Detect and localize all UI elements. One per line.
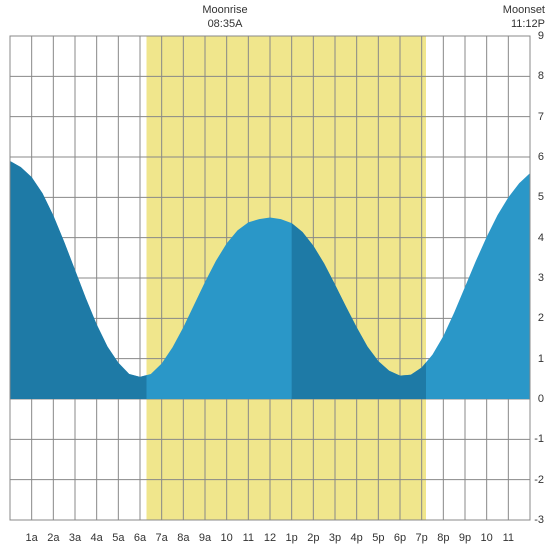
moonset-time: 11:12P	[511, 18, 545, 30]
x-tick-label: 4p	[351, 532, 363, 544]
x-tick-label: 5p	[372, 532, 384, 544]
x-tick-label: 11	[503, 532, 514, 544]
x-tick-label: 3p	[329, 532, 341, 544]
y-tick-label: -1	[534, 433, 544, 445]
y-tick-label: 1	[538, 353, 544, 365]
y-tick-label: 4	[538, 232, 544, 244]
y-tick-label: -3	[534, 514, 544, 526]
x-tick-label: 7p	[416, 532, 428, 544]
x-tick-label: 1p	[286, 532, 298, 544]
moonrise-title: Moonrise	[202, 4, 247, 16]
x-tick-label: 2a	[47, 532, 59, 544]
y-tick-label: -2	[534, 474, 544, 486]
y-tick-label: 8	[538, 70, 544, 82]
y-tick-label: 3	[538, 272, 544, 284]
x-tick-label: 7a	[156, 532, 168, 544]
x-tick-label: 4a	[91, 532, 103, 544]
x-tick-label: 10	[221, 532, 233, 544]
y-tick-label: 7	[538, 111, 544, 123]
x-tick-label: 5a	[112, 532, 124, 544]
moonrise-label: Moonrise 08:35A	[195, 4, 255, 32]
x-tick-label: 12	[264, 532, 276, 544]
moonset-title: Moonset	[503, 4, 545, 16]
x-tick-label: 9p	[459, 532, 471, 544]
moonset-label: Moonset 11:12P	[495, 4, 545, 32]
tide-chart-container: Moonrise 08:35A Moonset 11:12P -3-2-1012…	[0, 0, 550, 550]
y-tick-label: 6	[538, 151, 544, 163]
x-tick-label: 6p	[394, 532, 406, 544]
x-tick-label: 11	[243, 532, 254, 544]
x-tick-label: 6a	[134, 532, 146, 544]
x-tick-label: 3a	[69, 532, 81, 544]
moonrise-time: 08:35A	[208, 18, 243, 30]
x-tick-label: 1a	[26, 532, 38, 544]
x-tick-label: 10	[481, 532, 493, 544]
x-tick-label: 8a	[177, 532, 189, 544]
x-tick-label: 8p	[437, 532, 449, 544]
y-tick-label: 9	[538, 30, 544, 42]
x-tick-label: 9a	[199, 532, 211, 544]
y-tick-label: 0	[538, 393, 544, 405]
tide-chart	[0, 0, 550, 550]
y-tick-label: 5	[538, 191, 544, 203]
x-tick-label: 2p	[307, 532, 319, 544]
y-tick-label: 2	[538, 312, 544, 324]
